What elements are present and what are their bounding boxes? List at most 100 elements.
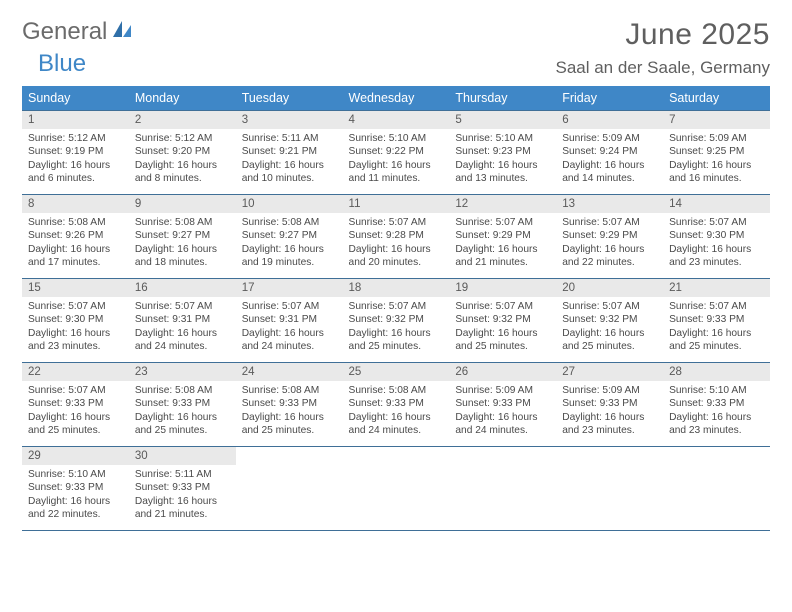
sunrise-line: Sunrise: 5:09 AM: [562, 132, 657, 145]
daylight-line: Daylight: 16 hours and 25 minutes.: [455, 327, 550, 354]
location-text: Saal an der Saale, Germany: [555, 58, 770, 78]
sunrise-line: Sunrise: 5:12 AM: [28, 132, 123, 145]
sunrise-line: Sunrise: 5:08 AM: [242, 216, 337, 229]
daylight-line: Daylight: 16 hours and 23 minutes.: [562, 411, 657, 438]
sunset-line: Sunset: 9:32 PM: [562, 313, 657, 326]
sunrise-line: Sunrise: 5:09 AM: [562, 384, 657, 397]
day-body: Sunrise: 5:11 AMSunset: 9:33 PMDaylight:…: [129, 465, 236, 527]
day-body: Sunrise: 5:08 AMSunset: 9:33 PMDaylight:…: [236, 381, 343, 443]
daylight-line: Daylight: 16 hours and 21 minutes.: [455, 243, 550, 270]
sunrise-line: Sunrise: 5:07 AM: [349, 300, 444, 313]
sunrise-line: Sunrise: 5:07 AM: [562, 216, 657, 229]
sunrise-line: Sunrise: 5:10 AM: [349, 132, 444, 145]
day-cell: 8Sunrise: 5:08 AMSunset: 9:26 PMDaylight…: [22, 195, 129, 279]
sunset-line: Sunset: 9:32 PM: [455, 313, 550, 326]
empty-cell: [556, 447, 663, 531]
day-cell: 2Sunrise: 5:12 AMSunset: 9:20 PMDaylight…: [129, 111, 236, 195]
sunrise-line: Sunrise: 5:07 AM: [242, 300, 337, 313]
day-body: Sunrise: 5:07 AMSunset: 9:33 PMDaylight:…: [663, 297, 770, 359]
daylight-line: Daylight: 16 hours and 25 minutes.: [28, 411, 123, 438]
day-number: 1: [22, 111, 129, 129]
sunset-line: Sunset: 9:25 PM: [669, 145, 764, 158]
day-cell: 9Sunrise: 5:08 AMSunset: 9:27 PMDaylight…: [129, 195, 236, 279]
daylight-line: Daylight: 16 hours and 22 minutes.: [28, 495, 123, 522]
day-cell: 29 Sunrise: 5:10 AMSunset: 9:33 PMDayligh…: [22, 447, 129, 531]
week-row: 22Sunrise: 5:07 AMSunset: 9:33 PMDayligh…: [22, 363, 770, 447]
empty-cell: [663, 447, 770, 531]
sunrise-line: Sunrise: 5:09 AM: [669, 132, 764, 145]
week-row: 8Sunrise: 5:08 AMSunset: 9:26 PMDaylight…: [22, 195, 770, 279]
day-cell: 30Sunrise: 5:11 AMSunset: 9:33 PMDayligh…: [129, 447, 236, 531]
day-body: Sunrise: 5:07 AMSunset: 9:29 PMDaylight:…: [556, 213, 663, 275]
daylight-line: Daylight: 16 hours and 23 minutes.: [669, 411, 764, 438]
dow-header: Wednesday: [343, 86, 450, 111]
sunset-line: Sunset: 9:27 PM: [242, 229, 337, 242]
day-number: 4: [343, 111, 450, 129]
day-number: 11: [343, 195, 450, 213]
day-cell: 7Sunrise: 5:09 AMSunset: 9:25 PMDaylight…: [663, 111, 770, 195]
day-cell: 21Sunrise: 5:07 AMSunset: 9:33 PMDayligh…: [663, 279, 770, 363]
sunset-line: Sunset: 9:29 PM: [455, 229, 550, 242]
title-block: June 2025 Saal an der Saale, Germany: [555, 18, 770, 78]
day-body: Sunrise: 5:10 AMSunset: 9:33 PMDaylight:…: [663, 381, 770, 443]
day-number: 26: [449, 363, 556, 381]
day-cell: 14Sunrise: 5:07 AMSunset: 9:30 PMDayligh…: [663, 195, 770, 279]
day-cell: 10Sunrise: 5:08 AMSunset: 9:27 PMDayligh…: [236, 195, 343, 279]
sunset-line: Sunset: 9:33 PM: [28, 481, 123, 494]
day-body: Sunrise: 5:07 AMSunset: 9:31 PMDaylight:…: [129, 297, 236, 359]
day-body: Sunrise: 5:09 AMSunset: 9:25 PMDaylight:…: [663, 129, 770, 191]
daylight-line: Daylight: 16 hours and 24 minutes.: [349, 411, 444, 438]
dow-header: Tuesday: [236, 86, 343, 111]
day-number: 6: [556, 111, 663, 129]
daylight-line: Daylight: 16 hours and 25 minutes.: [349, 327, 444, 354]
sunset-line: Sunset: 9:33 PM: [669, 313, 764, 326]
day-number: 13: [556, 195, 663, 213]
day-body: Sunrise: 5:07 AMSunset: 9:29 PMDaylight:…: [449, 213, 556, 275]
daylight-line: Daylight: 16 hours and 25 minutes.: [669, 327, 764, 354]
day-cell: 26Sunrise: 5:09 AMSunset: 9:33 PMDayligh…: [449, 363, 556, 447]
day-body: Sunrise: 5:07 AMSunset: 9:32 PMDaylight:…: [556, 297, 663, 359]
daylight-line: Daylight: 16 hours and 24 minutes.: [135, 327, 230, 354]
day-number: 20: [556, 279, 663, 297]
dow-header: Saturday: [663, 86, 770, 111]
day-body: Sunrise: 5:11 AMSunset: 9:21 PMDaylight:…: [236, 129, 343, 191]
sunrise-line: Sunrise: 5:07 AM: [349, 216, 444, 229]
dow-header: Sunday: [22, 86, 129, 111]
day-body: Sunrise: 5:07 AMSunset: 9:32 PMDaylight:…: [449, 297, 556, 359]
sunset-line: Sunset: 9:33 PM: [455, 397, 550, 410]
sunrise-line: Sunrise: 5:11 AM: [242, 132, 337, 145]
sunset-line: Sunset: 9:22 PM: [349, 145, 444, 158]
logo: General: [22, 18, 135, 46]
daylight-line: Daylight: 16 hours and 17 minutes.: [28, 243, 123, 270]
week-row: 15Sunrise: 5:07 AMSunset: 9:30 PMDayligh…: [22, 279, 770, 363]
sunrise-line: Sunrise: 5:07 AM: [28, 384, 123, 397]
day-body: Sunrise: 5:09 AMSunset: 9:33 PMDaylight:…: [556, 381, 663, 443]
sunset-line: Sunset: 9:30 PM: [28, 313, 123, 326]
day-number: 17: [236, 279, 343, 297]
sunrise-line: Sunrise: 5:09 AM: [455, 384, 550, 397]
day-body: Sunrise: 5:08 AMSunset: 9:27 PMDaylight:…: [236, 213, 343, 275]
day-cell: 1Sunrise: 5:12 AMSunset: 9:19 PMDaylight…: [22, 111, 129, 195]
daylight-line: Daylight: 16 hours and 10 minutes.: [242, 159, 337, 186]
day-body: Sunrise: 5:07 AMSunset: 9:30 PMDaylight:…: [663, 213, 770, 275]
daylight-line: Daylight: 16 hours and 14 minutes.: [562, 159, 657, 186]
sunset-line: Sunset: 9:20 PM: [135, 145, 230, 158]
day-number: 16: [129, 279, 236, 297]
day-cell: 28Sunrise: 5:10 AMSunset: 9:33 PMDayligh…: [663, 363, 770, 447]
sunrise-line: Sunrise: 5:10 AM: [669, 384, 764, 397]
day-cell: 15Sunrise: 5:07 AMSunset: 9:30 PMDayligh…: [22, 279, 129, 363]
sunrise-line: Sunrise: 5:10 AM: [455, 132, 550, 145]
sunset-line: Sunset: 9:23 PM: [455, 145, 550, 158]
daylight-line: Daylight: 16 hours and 11 minutes.: [349, 159, 444, 186]
dow-header: Monday: [129, 86, 236, 111]
day-cell: 18Sunrise: 5:07 AMSunset: 9:32 PMDayligh…: [343, 279, 450, 363]
sunset-line: Sunset: 9:28 PM: [349, 229, 444, 242]
day-number: 29: [22, 447, 129, 465]
day-number: 19: [449, 279, 556, 297]
sunset-line: Sunset: 9:33 PM: [135, 397, 230, 410]
daylight-line: Daylight: 16 hours and 23 minutes.: [669, 243, 764, 270]
day-cell: 3Sunrise: 5:11 AMSunset: 9:21 PMDaylight…: [236, 111, 343, 195]
sunrise-line: Sunrise: 5:10 AM: [28, 468, 123, 481]
daylight-line: Daylight: 16 hours and 21 minutes.: [135, 495, 230, 522]
day-number: 7: [663, 111, 770, 129]
